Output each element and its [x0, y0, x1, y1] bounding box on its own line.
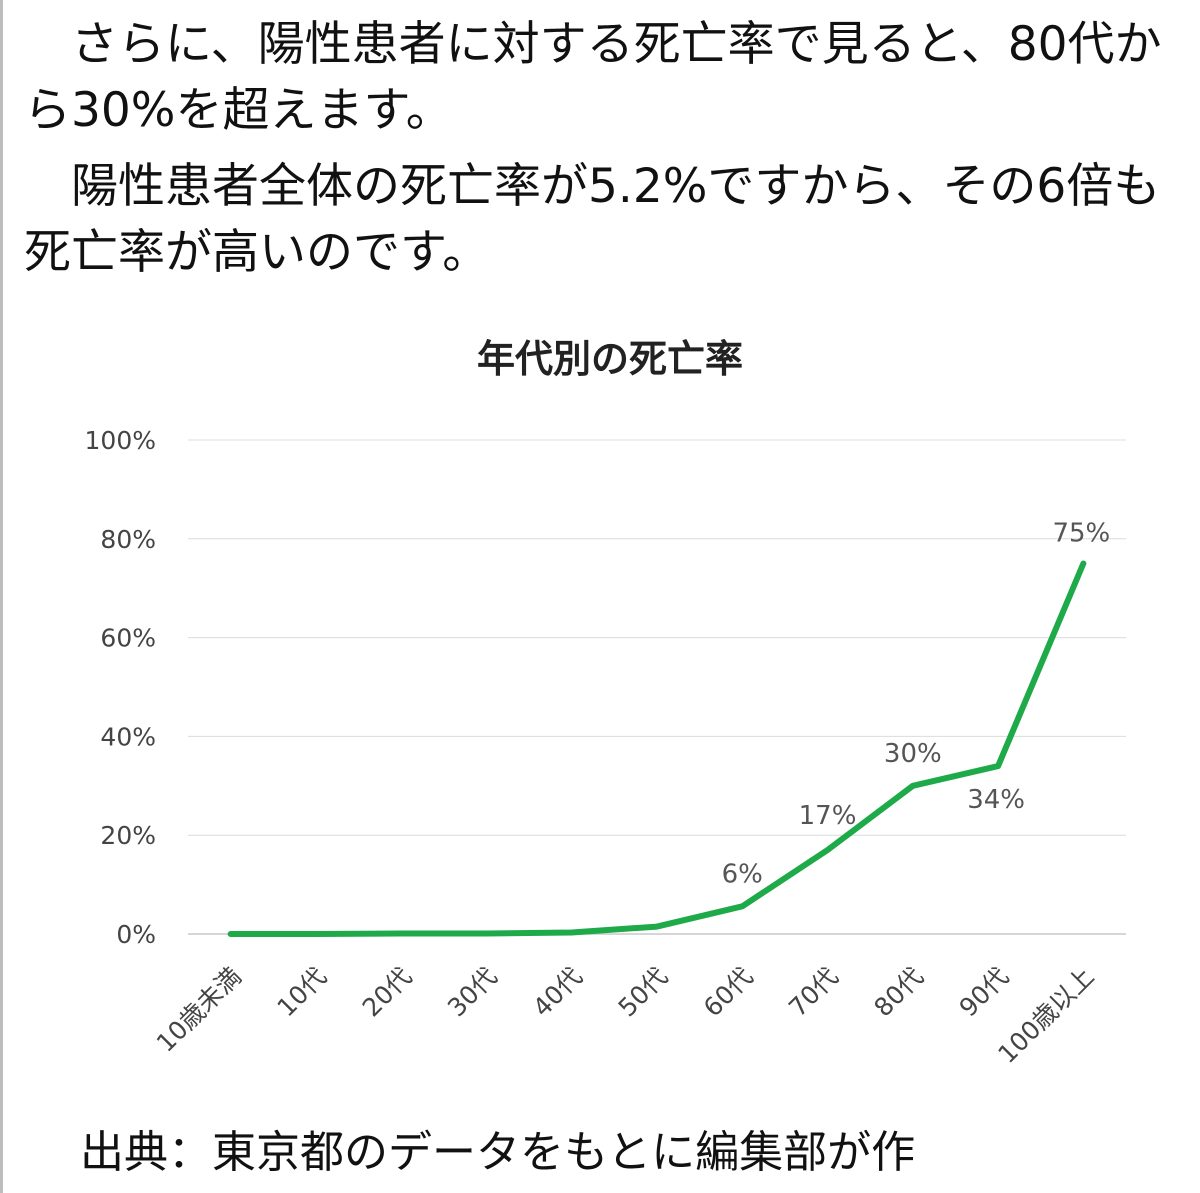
- y-tick-label: 40%: [100, 722, 156, 751]
- y-tick-label: 60%: [100, 624, 156, 653]
- data-point: [912, 785, 914, 787]
- gridlines: [188, 439, 1126, 935]
- intro-text: さらに、陽性患者に対する死亡率で見ると、80代から30%を超えます。 陽性患者全…: [24, 12, 1184, 286]
- data-label: 17%: [799, 801, 857, 831]
- data-point: [1082, 563, 1084, 564]
- x-tick-label: 50代: [613, 962, 674, 1023]
- intro-paragraph-1: さらに、陽性患者に対する死亡率で見ると、80代から30%を超えます。: [24, 17, 1162, 138]
- data-point: [571, 932, 573, 934]
- x-tick-label: 20代: [357, 962, 418, 1023]
- series-line: [227, 560, 1087, 937]
- data-labels: 6% 17% 30% 34% 75%: [722, 519, 1111, 890]
- data-point: [485, 933, 487, 935]
- data-label: 6%: [722, 859, 763, 889]
- data-point: [230, 933, 232, 935]
- y-tick-label: 20%: [100, 821, 156, 850]
- intro-paragraph-2: 陽性患者全体の死亡率が5.2%ですから、その6倍も死亡率が高いのです。: [24, 159, 1161, 280]
- x-tick-label: 30代: [442, 962, 503, 1023]
- data-label: 75%: [1052, 519, 1110, 549]
- data-label: 34%: [967, 785, 1025, 815]
- y-axis-ticks: 0% 20% 40% 60% 80% 100%: [85, 426, 156, 949]
- chart-title: 年代別の死亡率: [477, 337, 743, 381]
- data-point: [656, 926, 658, 928]
- x-tick-label: 90代: [954, 962, 1015, 1023]
- x-tick-label: 70代: [783, 962, 844, 1023]
- x-tick-label: 10歳未満: [151, 962, 247, 1058]
- x-tick-label: 40代: [527, 962, 588, 1023]
- y-tick-label: 0%: [116, 920, 156, 949]
- data-label: 30%: [884, 739, 942, 769]
- data-point: [315, 933, 317, 935]
- y-tick-label: 100%: [85, 426, 156, 455]
- x-tick-label: 10代: [271, 962, 332, 1023]
- x-tick-label: 60代: [698, 962, 759, 1023]
- left-border: [0, 0, 3, 1193]
- series-death-rate: [227, 560, 1087, 937]
- source-note: 出典：東京都のデータをもとに編集部が作: [80, 1127, 916, 1178]
- data-point: [400, 933, 402, 935]
- data-point: [827, 849, 829, 851]
- x-tick-label: 80代: [868, 962, 929, 1023]
- y-tick-label: 80%: [100, 525, 156, 554]
- data-point: [997, 765, 999, 767]
- death-rate-chart: 年代別の死亡率 0% 20% 40% 60% 80% 100% 10歳未満 10代 20代 30…: [85, 337, 1126, 1069]
- data-point: [741, 905, 743, 907]
